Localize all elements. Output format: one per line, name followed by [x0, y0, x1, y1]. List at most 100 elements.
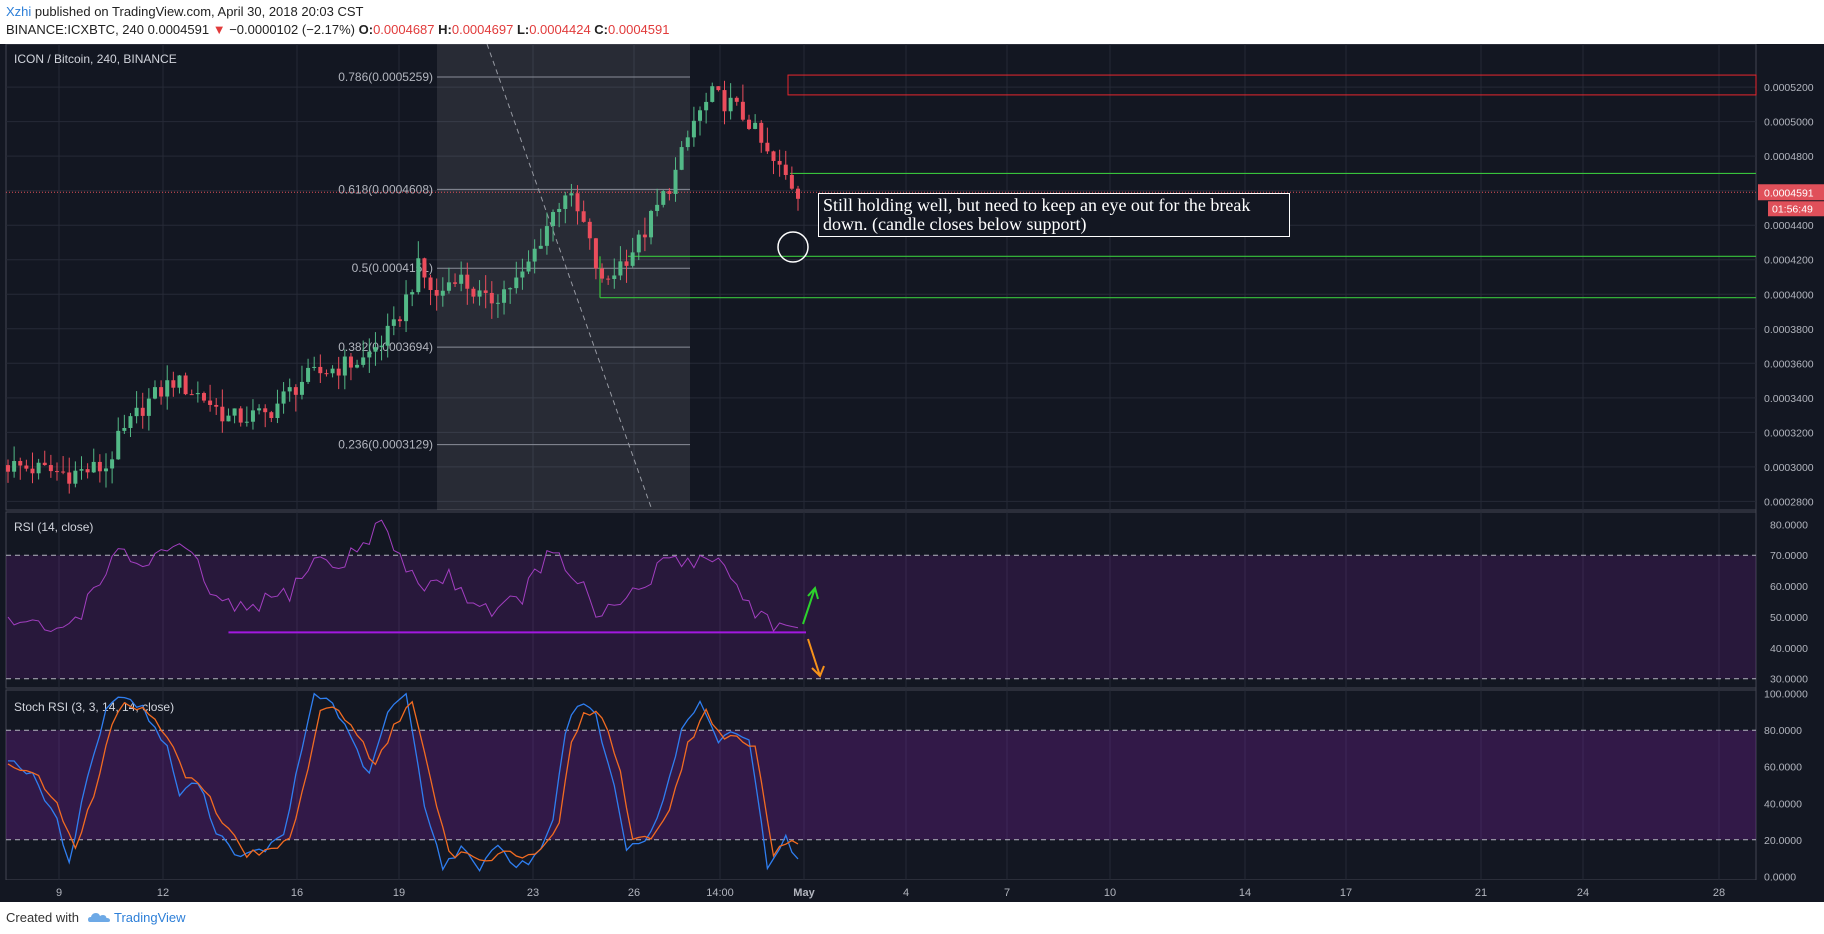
last-price-badge — [1758, 184, 1824, 201]
candle-body — [171, 380, 176, 388]
x-tick-label: 26 — [628, 887, 640, 899]
close-value: 0.0004591 — [608, 22, 670, 37]
candle-body — [263, 408, 268, 413]
resistance-zone — [787, 74, 1757, 96]
candle-body — [379, 345, 384, 348]
x-tick-label: 28 — [1713, 887, 1725, 899]
candle-body — [232, 408, 237, 416]
fib-level-label: 0.382(0.0003694) — [338, 340, 433, 354]
rsi-band — [6, 555, 1756, 679]
candle-body — [116, 430, 121, 460]
x-tick-label: 21 — [1475, 887, 1487, 899]
price-change: −0.0000102 (−2.17%) — [229, 22, 355, 37]
rsi-tick-label: 30.0000 — [1770, 674, 1808, 686]
candle-body — [477, 290, 482, 297]
price-tick-label: 0.0005000 — [1764, 117, 1814, 129]
stoch-pane-title: Stoch RSI (3, 3, 14, 14, close) — [14, 700, 174, 714]
last-price: 0.0004591 — [147, 22, 210, 37]
candle-body — [661, 191, 666, 205]
candle-body — [79, 469, 84, 471]
candle-body — [544, 226, 549, 246]
header: Xzhi published on TradingView.com, April… — [0, 0, 1824, 44]
candle-body — [220, 406, 225, 422]
x-tick-label: 9 — [56, 887, 62, 899]
candle-body — [520, 271, 525, 278]
candle-body — [348, 356, 353, 368]
candle-body — [48, 465, 53, 472]
candle-body — [673, 169, 678, 194]
price-pane-title: ICON / Bitcoin, 240, BINANCE — [14, 52, 177, 66]
price-tick-label: 0.0004400 — [1764, 220, 1814, 232]
tradingview-link[interactable]: TradingView — [114, 910, 186, 925]
candle-body — [740, 101, 745, 120]
candle-body — [551, 212, 556, 227]
candle-body — [796, 188, 800, 199]
candle-body — [636, 234, 641, 253]
stoch-tick-label: 20.0000 — [1764, 835, 1802, 847]
stoch-tick-label: 80.0000 — [1764, 725, 1802, 737]
quote-line: BINANCE:ICXBTC, 240 0.0004591 ▼ −0.00001… — [6, 22, 669, 37]
candle-body — [373, 347, 378, 352]
candle-body — [630, 252, 635, 266]
x-tick-label: 19 — [393, 887, 405, 899]
candle-body — [765, 142, 770, 152]
annotation-box[interactable]: Still holding well, but need to keep an … — [818, 193, 1290, 237]
candle-body — [734, 97, 739, 102]
candle-body — [336, 368, 341, 376]
candle-body — [355, 364, 360, 368]
candle-body — [208, 400, 213, 405]
candle-body — [275, 403, 280, 419]
candle-body — [747, 119, 752, 129]
countdown-badge-text: 01:56:49 — [1772, 203, 1813, 215]
price-tick-label: 0.0004200 — [1764, 255, 1814, 267]
candle-body — [330, 368, 335, 374]
candle-body — [134, 407, 139, 417]
candle-body — [422, 258, 427, 278]
candle-body — [73, 470, 78, 484]
candle-body — [24, 465, 29, 469]
fib-level-label: 0.5(0.0004151) — [352, 261, 433, 275]
fib-level-label: 0.236(0.0003129) — [338, 438, 433, 452]
close-label: C: — [594, 22, 609, 37]
candle-body — [489, 292, 494, 304]
author-link[interactable]: Xzhi — [6, 4, 32, 19]
candle-body — [318, 366, 323, 374]
candle-body — [342, 356, 347, 376]
candle-body — [428, 277, 433, 291]
open-label: O: — [358, 22, 374, 37]
candle-body — [18, 461, 23, 466]
x-tick-label: 14:00 — [706, 887, 734, 899]
candle-body — [122, 427, 127, 431]
candle-body — [642, 234, 647, 238]
candle-body — [397, 319, 402, 322]
orange-down-arrow-icon — [807, 638, 825, 678]
rsi-tick-label: 60.0000 — [1770, 581, 1808, 593]
rsi-pane-frame — [5, 511, 1757, 689]
candle-body — [110, 459, 115, 469]
candle-body — [526, 261, 531, 272]
candle-body — [575, 193, 580, 212]
rsi-line — [7, 519, 799, 633]
candle-body — [54, 471, 59, 473]
candle-body — [42, 462, 47, 466]
candle-body — [655, 204, 660, 211]
candle-body — [85, 469, 90, 473]
candle-body — [140, 407, 145, 416]
price-axis-background — [1756, 44, 1824, 880]
candle-body — [36, 462, 41, 474]
candle-body — [165, 380, 170, 397]
candle-body — [61, 471, 66, 473]
x-tick-label: May — [793, 887, 815, 899]
candle-body — [777, 160, 782, 165]
candle-body — [12, 461, 17, 472]
candle-body — [128, 416, 133, 428]
fib-trend-dashed-line — [486, 44, 653, 511]
x-tick-label: 17 — [1340, 887, 1352, 899]
rsi-tick-label: 70.0000 — [1770, 550, 1808, 562]
x-tick-label: 24 — [1577, 887, 1589, 899]
publish-line: Xzhi published on TradingView.com, April… — [6, 4, 364, 19]
rsi-tick-label: 50.0000 — [1770, 612, 1808, 624]
price-pane-frame — [5, 44, 1757, 511]
chart-area[interactable]: 9 12 16 19 23 26 14:00 May 4 7 10 14 17 21 24 28 0.00052… — [0, 44, 1824, 902]
candle-body — [691, 120, 696, 138]
